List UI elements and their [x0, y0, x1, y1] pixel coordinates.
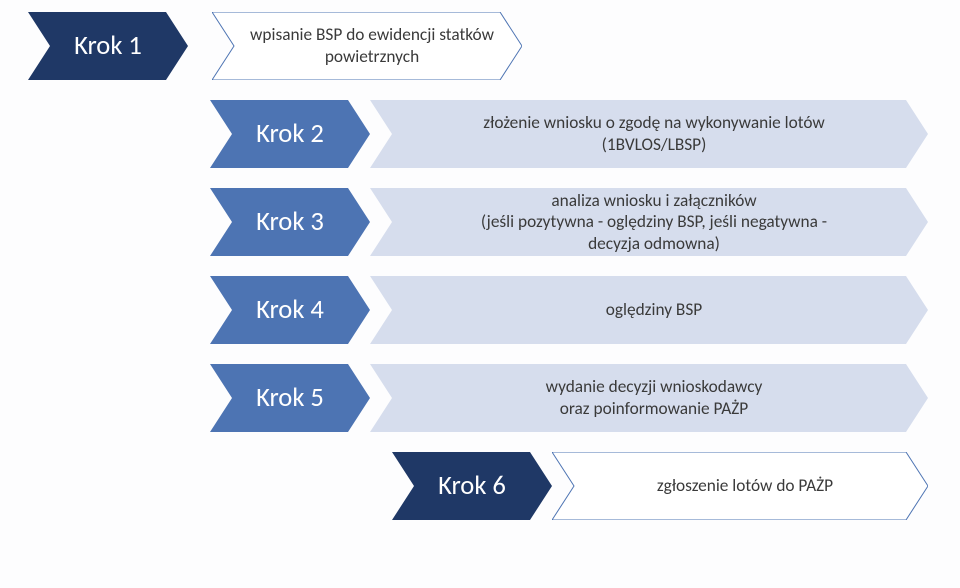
step-desc-line: oględziny BSP: [606, 299, 702, 321]
step-desc-line: decyzja odmowna): [481, 233, 827, 255]
step-row-krok1: Krok 1 wpisanie BSP do ewidencji statkówp…: [28, 12, 522, 80]
step-desc-line: (jeśli pozytywna - oględziny BSP, jeśli …: [481, 211, 827, 233]
step-desc-line: powietrznych: [250, 46, 494, 68]
step-label-krok1: Krok 1: [28, 12, 188, 80]
step-desc-line: (1BVLOS/LBSP): [483, 134, 825, 156]
step-desc-text: analiza wniosku i załączników(jeśli pozy…: [481, 190, 827, 255]
step-row-krok5: Krok 5 wydanie decyzji wnioskodawcyoraz p…: [210, 364, 928, 432]
step-desc-krok6: zgłoszenie lotów do PAŻP: [552, 452, 928, 520]
step-row-krok3: Krok 3 analiza wniosku i załączników(jeśl…: [210, 188, 928, 256]
step-row-krok6: Krok 6 zgłoszenie lotów do PAŻP: [392, 452, 928, 520]
step-desc-text: zgłoszenie lotów do PAŻP: [657, 475, 833, 497]
step-desc-krok1: wpisanie BSP do ewidencji statkówpowietr…: [212, 12, 522, 80]
step-desc-krok5: wydanie decyzji wnioskodawcyoraz poinfor…: [370, 364, 928, 432]
step-label-text: Krok 5: [256, 382, 324, 414]
step-desc-krok3: analiza wniosku i załączników(jeśli pozy…: [370, 188, 928, 256]
step-desc-text: złożenie wniosku o zgodę na wykonywanie …: [483, 112, 825, 155]
step-label-text: Krok 2: [256, 118, 324, 150]
step-desc-krok2: złożenie wniosku o zgodę na wykonywanie …: [370, 100, 928, 168]
step-desc-text: wpisanie BSP do ewidencji statkówpowietr…: [250, 24, 494, 67]
step-label-text: Krok 4: [256, 294, 324, 326]
step-desc-line: analiza wniosku i załączników: [481, 190, 827, 212]
step-desc-line: wydanie decyzji wnioskodawcy: [546, 376, 763, 398]
step-label-krok3: Krok 3: [210, 188, 370, 256]
step-desc-krok4: oględziny BSP: [370, 276, 928, 344]
step-label-text: Krok 6: [438, 470, 506, 502]
step-desc-text: oględziny BSP: [606, 299, 702, 321]
step-row-krok2: Krok 2 złożenie wniosku o zgodę na wykony…: [210, 100, 928, 168]
step-label-krok5: Krok 5: [210, 364, 370, 432]
step-desc-line: oraz poinformowanie PAŻP: [546, 398, 763, 420]
step-label-text: Krok 1: [74, 30, 142, 62]
step-desc-line: zgłoszenie lotów do PAŻP: [657, 475, 833, 497]
step-label-text: Krok 3: [256, 206, 324, 238]
step-desc-line: wpisanie BSP do ewidencji statków: [250, 24, 494, 46]
step-row-krok4: Krok 4 oględziny BSP: [210, 276, 928, 344]
step-desc-text: wydanie decyzji wnioskodawcyoraz poinfor…: [546, 376, 763, 419]
step-label-krok2: Krok 2: [210, 100, 370, 168]
step-label-krok4: Krok 4: [210, 276, 370, 344]
step-label-krok6: Krok 6: [392, 452, 552, 520]
step-desc-line: złożenie wniosku o zgodę na wykonywanie …: [483, 112, 825, 134]
